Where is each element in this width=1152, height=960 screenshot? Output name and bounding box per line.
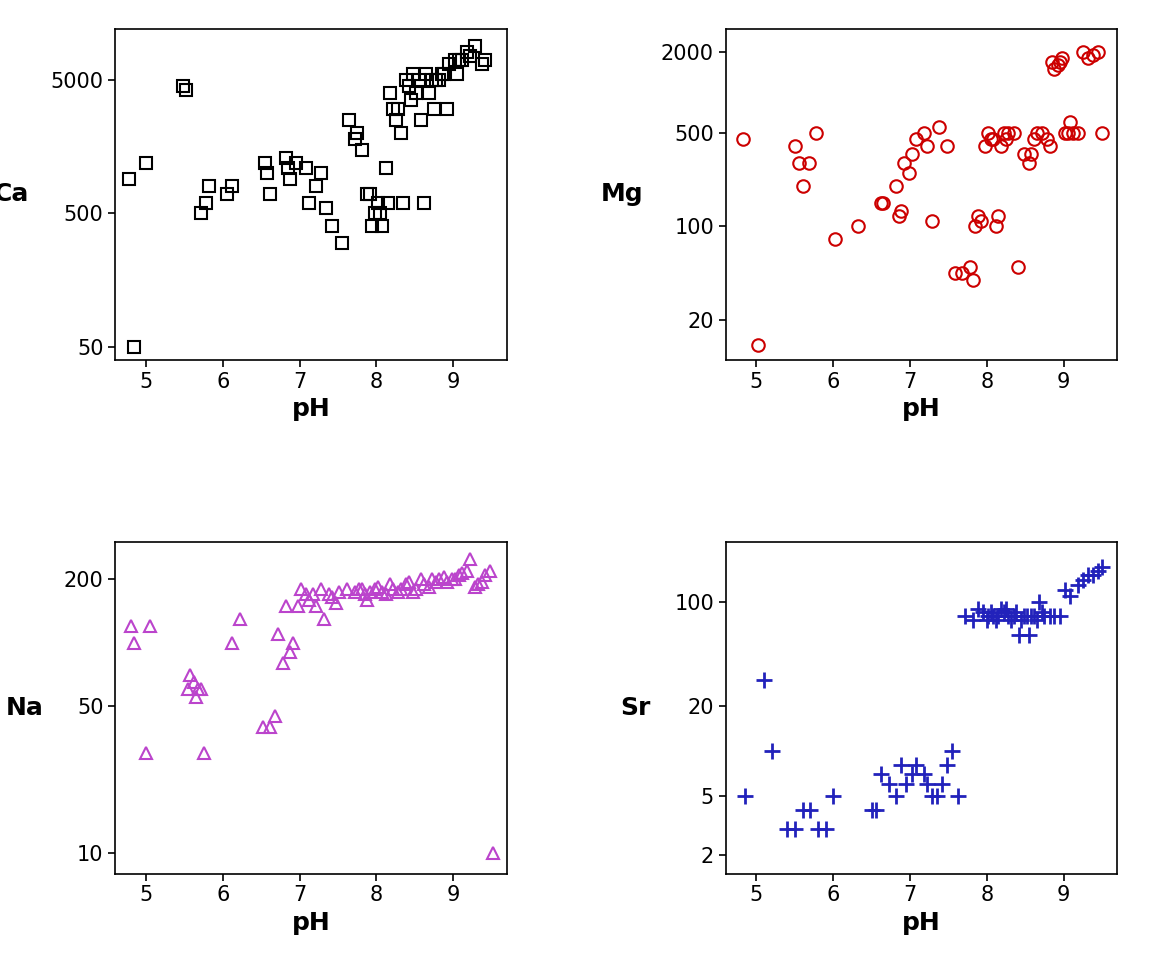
Y-axis label: Ca: Ca bbox=[0, 182, 29, 206]
X-axis label: pH: pH bbox=[291, 397, 331, 421]
X-axis label: pH: pH bbox=[291, 911, 331, 935]
X-axis label: pH: pH bbox=[902, 911, 941, 935]
Y-axis label: Sr: Sr bbox=[620, 696, 651, 720]
Y-axis label: Na: Na bbox=[6, 696, 44, 720]
X-axis label: pH: pH bbox=[902, 397, 941, 421]
Y-axis label: Mg: Mg bbox=[600, 182, 643, 206]
